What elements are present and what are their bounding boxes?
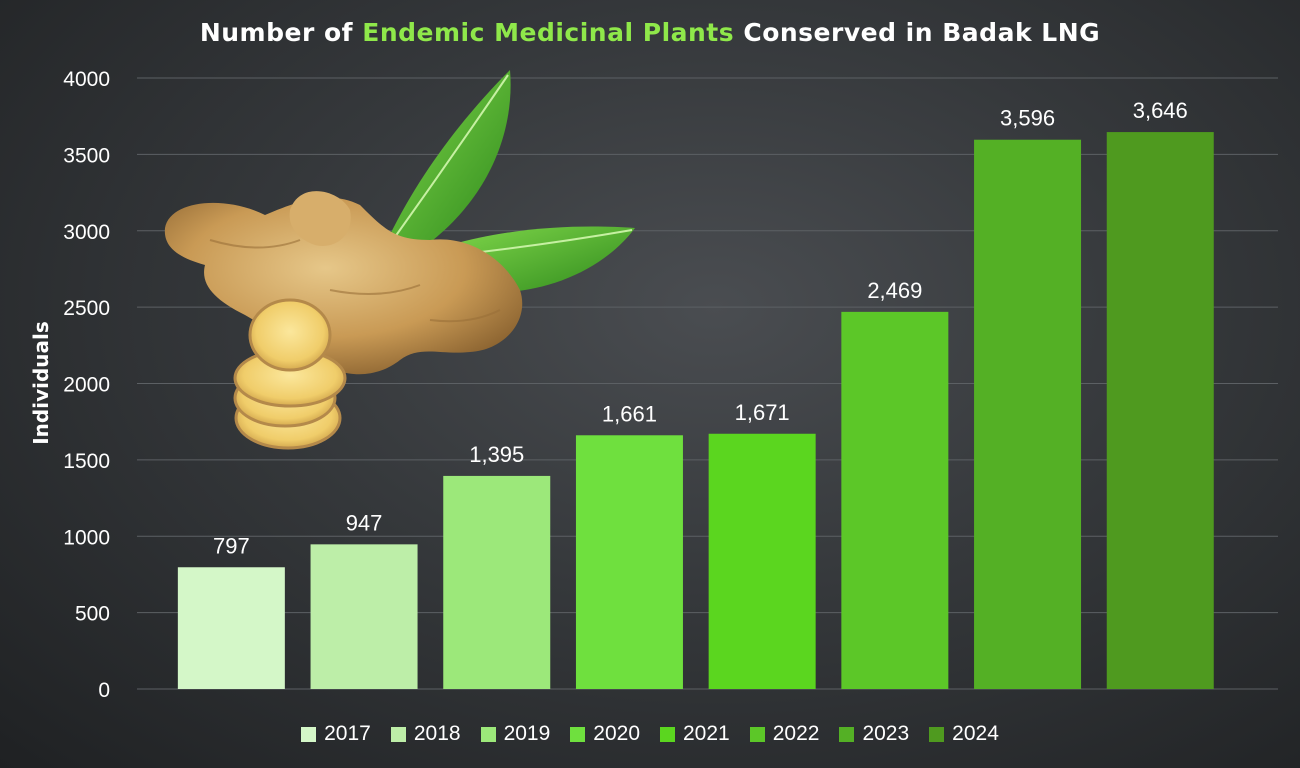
bar-2018 bbox=[310, 544, 418, 689]
legend-label: 2023 bbox=[862, 722, 910, 745]
chart-title: Number of Endemic Medicinal Plants Conse… bbox=[0, 18, 1300, 47]
legend-swatch bbox=[929, 726, 945, 742]
legend-label: 2017 bbox=[324, 722, 371, 745]
bar-2023 bbox=[974, 139, 1082, 689]
y-tick-label: 1500 bbox=[63, 450, 110, 473]
ginger-root-with-leaves-image bbox=[164, 70, 635, 450]
title-highlight: Endemic Medicinal Plants bbox=[362, 18, 735, 47]
bar-2024 bbox=[1106, 132, 1214, 690]
title-part-1: Number of bbox=[199, 18, 363, 47]
y-tick-label: 2000 bbox=[63, 374, 110, 397]
legend-item-2022: 2022 bbox=[749, 722, 820, 746]
legend-label: 2022 bbox=[772, 722, 820, 745]
legend-swatch bbox=[570, 726, 586, 742]
legend-swatch bbox=[301, 726, 317, 742]
title-part-3: Conserved in Badak LNG bbox=[734, 18, 1101, 47]
legend-swatch bbox=[660, 726, 675, 742]
bar-2021 bbox=[708, 433, 816, 689]
legend-swatch bbox=[749, 726, 765, 742]
legend-swatch bbox=[480, 726, 496, 742]
y-tick-label: 3000 bbox=[63, 221, 110, 244]
bar-2020 bbox=[575, 435, 683, 689]
y-tick-label: 2500 bbox=[63, 297, 110, 320]
legend-item-2019: 2019 bbox=[480, 722, 551, 746]
legend-swatch bbox=[390, 726, 406, 742]
data-label-2018: 947 bbox=[346, 510, 383, 535]
y-tick-label: 3500 bbox=[63, 144, 110, 167]
legend-label: 2020 bbox=[593, 722, 640, 745]
data-label-2023: 3,596 bbox=[1000, 106, 1055, 131]
legend-item-2017: 2017 bbox=[301, 722, 371, 746]
legend-label: 2021 bbox=[683, 722, 730, 745]
data-label-2022: 2,469 bbox=[867, 278, 922, 303]
y-tick-label: 4000 bbox=[63, 68, 110, 91]
legend-label: 2019 bbox=[503, 722, 551, 745]
legend-item-2020: 2020 bbox=[570, 722, 640, 746]
data-label-2019: 1,395 bbox=[469, 442, 524, 467]
data-label-2024: 3,646 bbox=[1133, 98, 1188, 123]
data-label-2021: 1,671 bbox=[735, 400, 790, 425]
bar-2017 bbox=[177, 567, 285, 689]
bar-2019 bbox=[443, 475, 551, 689]
legend-label: 2024 bbox=[952, 722, 999, 745]
legend-item-2018: 2018 bbox=[390, 722, 461, 746]
data-label-2020: 1,661 bbox=[602, 401, 657, 426]
legend-item-2024: 2024 bbox=[929, 722, 999, 746]
legend-item-2023: 2023 bbox=[839, 722, 909, 746]
legend-item-2021: 2021 bbox=[660, 722, 730, 746]
data-labels: 797 947 1,395 1,661 1,671 2,469 3,596 3,646 bbox=[213, 98, 1188, 558]
y-tick-label: 1000 bbox=[63, 526, 110, 549]
data-label-2017: 797 bbox=[213, 533, 250, 558]
bar-2022 bbox=[841, 311, 949, 689]
legend-label: 2018 bbox=[413, 722, 461, 745]
bars bbox=[177, 132, 1214, 690]
legend: 2017 2018 2019 2020 2021 2022 2023 2024 bbox=[0, 722, 1300, 746]
y-axis: 0 500 1000 1500 2000 2500 3000 3500 4000 bbox=[63, 68, 110, 702]
y-tick-label: 500 bbox=[75, 603, 110, 626]
y-tick-label: 0 bbox=[98, 679, 110, 702]
legend-swatch bbox=[839, 726, 855, 742]
